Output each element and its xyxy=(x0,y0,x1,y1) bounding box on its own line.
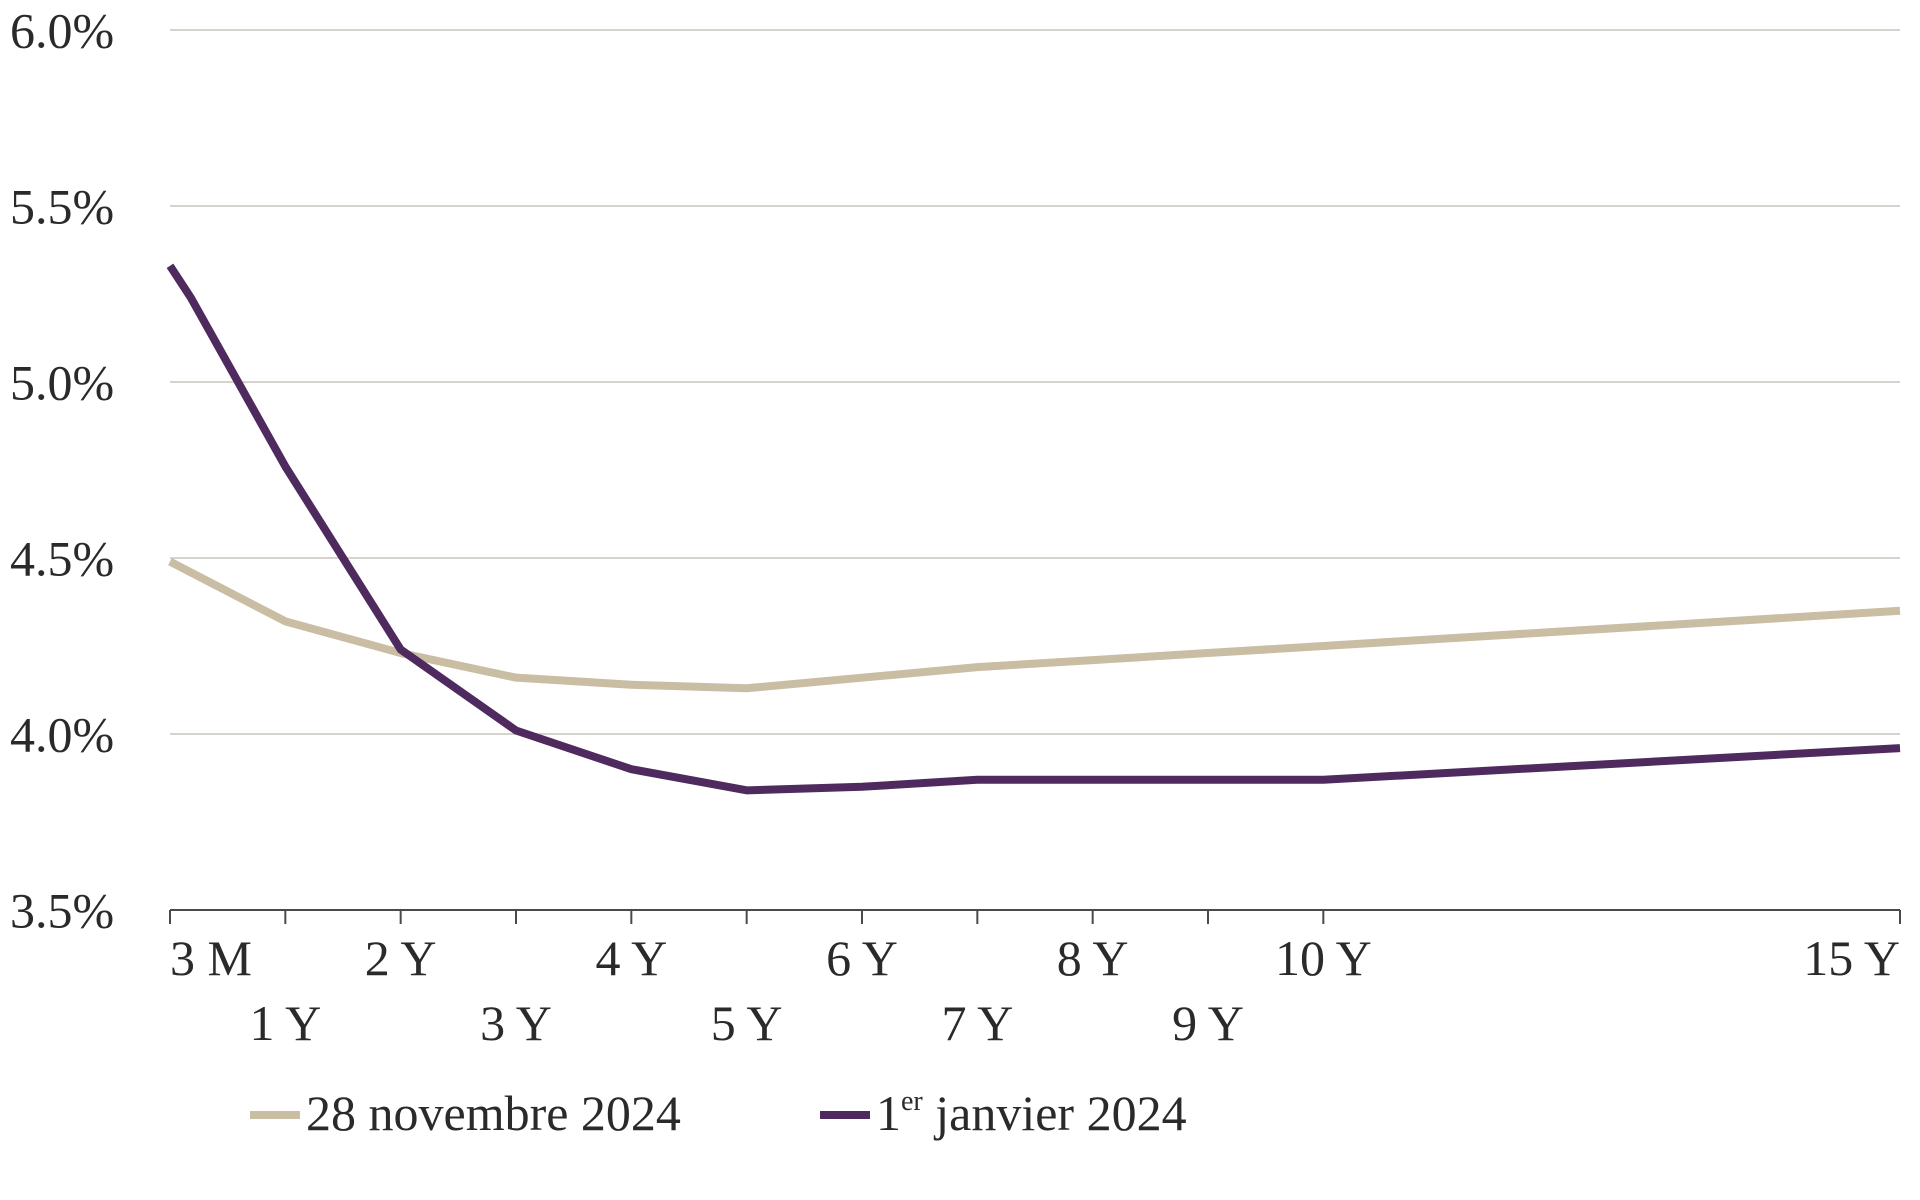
x-tick-label: 5 Y xyxy=(711,995,783,1051)
x-tick-label: 10 Y xyxy=(1275,930,1372,986)
y-tick-label: 6.0% xyxy=(10,3,114,59)
y-tick-label: 4.5% xyxy=(10,531,114,587)
chart-svg: 3.5% 4.0% 4.5% 5.0% 5.5% 6.0% 3 M 1 Y 2 Y 3 Y 4 Y 5… xyxy=(0,0,1920,1200)
x-tick-label: 1 Y xyxy=(249,995,321,1051)
x-tick-label: 3 M xyxy=(170,930,252,986)
y-tick-label: 5.5% xyxy=(10,179,114,235)
y-tick-label: 4.0% xyxy=(10,707,114,763)
x-tick-label: 2 Y xyxy=(365,930,437,986)
x-tick-label: 7 Y xyxy=(941,995,1013,1051)
legend-label: 1er janvier 2024 xyxy=(876,1085,1187,1141)
y-tick-label: 5.0% xyxy=(10,355,114,411)
yield-curve-chart: 3.5% 4.0% 4.5% 5.0% 5.5% 6.0% 3 M 1 Y 2 Y 3 Y 4 Y 5… xyxy=(0,0,1920,1200)
legend-label: 28 novembre 2024 xyxy=(306,1085,681,1141)
x-tick-label: 15 Y xyxy=(1803,930,1900,986)
x-tick-label: 3 Y xyxy=(480,995,552,1051)
x-tick-label: 9 Y xyxy=(1172,995,1244,1051)
y-tick-label: 3.5% xyxy=(10,883,114,939)
x-tick-label: 8 Y xyxy=(1057,930,1129,986)
x-tick-label: 4 Y xyxy=(595,930,667,986)
series-jan2024 xyxy=(170,266,1900,790)
x-tick-label: 6 Y xyxy=(826,930,898,986)
